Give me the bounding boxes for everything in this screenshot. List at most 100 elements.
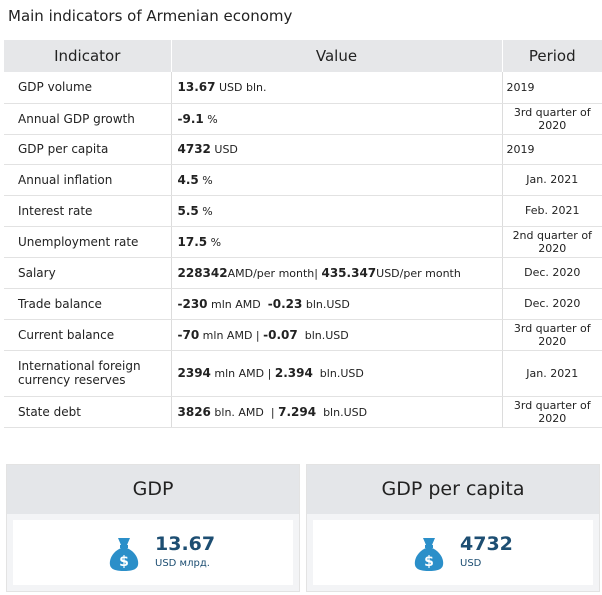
value-primary: 5.5: [177, 203, 199, 218]
value-secondary-unit: bln.USD: [316, 405, 368, 419]
value-primary-unit: mln AMD: [210, 367, 265, 380]
indicator-period: Dec. 2020: [502, 257, 602, 289]
indicator-period: 3rd quarter of 2020: [502, 103, 602, 135]
page-title: Main indicators of Armenian economy: [8, 7, 293, 25]
indicator-name: Annual GDP growth: [4, 103, 172, 135]
indicator-value: 13.67 USD bln.: [171, 72, 503, 104]
indicator-name: Current balance: [4, 319, 172, 351]
indicators-table: Indicator Value Period GDP volume 13.67 U…: [4, 40, 602, 428]
gdp-per-capita-card-title: GDP per capita: [307, 465, 599, 514]
value-primary: -230: [177, 296, 208, 311]
value-primary-unit: mln AMD: [199, 328, 253, 342]
value-primary: 3826: [177, 404, 211, 419]
indicator-value: -230 mln AMD -0.23 bln.USD: [171, 288, 503, 320]
value-primary: -9.1: [177, 111, 204, 126]
gdp-per-capita-value: 4732: [460, 533, 513, 555]
indicator-name: Trade balance: [4, 288, 172, 320]
value-primary-unit: bln. AMD: [210, 405, 264, 419]
table-row: International foreign currency reserves 2…: [4, 350, 602, 397]
table-row: GDP per capita 4732 USD 2019: [4, 134, 602, 165]
indicator-value: 228342AMD/per month| 435.347USD/per mont…: [171, 257, 503, 289]
table-row: State debt 3826 bln. AMD | 7.294 bln.USD 3…: [4, 396, 602, 428]
indicator-value: 4732 USD: [171, 134, 503, 165]
gdp-value: 13.67: [155, 533, 216, 555]
value-primary: 17.5: [177, 234, 208, 249]
gdp-card: GDP $ 13.67 USD млрд.: [6, 464, 300, 592]
value-separator: [261, 298, 268, 311]
value-secondary: -0.07: [263, 327, 298, 342]
money-bag-icon: $: [109, 538, 139, 571]
indicator-period: 3rd quarter of 2020: [502, 319, 602, 351]
value-primary-unit: %: [207, 235, 222, 249]
indicator-period: 2019: [502, 72, 602, 104]
indicator-name: Interest rate: [4, 195, 172, 227]
indicator-period: Feb. 2021: [502, 195, 602, 227]
value-primary-unit: %: [198, 204, 213, 218]
indicator-period: 3rd quarter of 2020: [502, 396, 602, 428]
indicator-period: 2019: [502, 134, 602, 165]
value-secondary: -0.23: [267, 296, 303, 311]
indicator-name: Annual inflation: [4, 164, 172, 196]
table-row: Current balance -70 mln AMD | -0.07 bln.U…: [4, 319, 602, 351]
value-primary: 228342: [177, 265, 228, 280]
indicator-value: -70 mln AMD | -0.07 bln.USD: [171, 319, 503, 351]
value-primary-unit: %: [203, 112, 218, 126]
indicator-value: 4.5 %: [171, 164, 503, 196]
value-separator: |: [263, 405, 279, 419]
table-row: Salary 228342AMD/per month| 435.347USD/pe…: [4, 257, 602, 289]
indicator-name: Unemployment rate: [4, 226, 172, 258]
value-secondary-unit: bln.USD: [297, 328, 349, 342]
svg-text:$: $: [424, 554, 434, 570]
value-secondary-unit: bln.USD: [302, 297, 350, 311]
value-separator: |: [264, 367, 275, 380]
column-header-value[interactable]: Value: [170, 40, 502, 72]
indicator-name: GDP volume: [4, 72, 172, 104]
column-header-period[interactable]: Period: [501, 40, 602, 72]
table-row: Annual inflation 4.5 % Jan. 2021: [4, 164, 602, 196]
value-primary: 2394: [177, 366, 211, 380]
gdp-unit: USD млрд.: [155, 558, 210, 569]
indicator-period: 2nd quarter of 2020: [502, 226, 602, 258]
value-primary: 13.67: [177, 80, 216, 95]
indicator-period: Jan. 2021: [502, 350, 602, 397]
indicator-name: Salary: [4, 257, 172, 289]
column-header-indicator[interactable]: Indicator: [4, 40, 171, 72]
value-primary-unit: USD bln.: [215, 81, 267, 95]
value-secondary: 7.294: [278, 404, 317, 419]
value-primary-unit: mln AMD: [207, 297, 261, 311]
indicator-value: 17.5 %: [171, 226, 503, 258]
indicator-period: Jan. 2021: [502, 164, 602, 196]
gdp-card-title: GDP: [7, 465, 299, 514]
value-separator: |: [314, 266, 322, 280]
value-primary: 4732: [177, 142, 211, 156]
indicator-value: 5.5 %: [171, 195, 503, 227]
table-row: Annual GDP growth -9.1 % 3rd quarter of 20…: [4, 103, 602, 135]
value-primary-unit: AMD/per month: [227, 266, 315, 280]
indicator-period: Dec. 2020: [502, 288, 602, 320]
table-row: Trade balance -230 mln AMD -0.23 bln.USD D…: [4, 288, 602, 320]
table-row: GDP volume 13.67 USD bln. 2019: [4, 72, 602, 104]
value-separator: |: [252, 328, 264, 342]
value-secondary-unit: USD/per month: [376, 266, 461, 280]
value-primary-unit: USD: [210, 143, 238, 156]
svg-text:$: $: [119, 554, 129, 570]
gdp-per-capita-card-body: $ 4732 USD: [313, 520, 593, 585]
value-primary: 4.5: [177, 172, 199, 187]
value-primary-unit: %: [198, 173, 213, 187]
value-primary: -70: [177, 327, 200, 342]
value-secondary: 2.394: [274, 366, 313, 380]
money-bag-icon: $: [414, 538, 444, 571]
value-secondary-unit: bln.USD: [312, 367, 364, 380]
indicator-value: 3826 bln. AMD | 7.294 bln.USD: [171, 396, 503, 428]
value-secondary: 435.347: [321, 265, 377, 280]
table-row: Interest rate 5.5 % Feb. 2021: [4, 195, 602, 227]
indicator-value: 2394 mln AMD | 2.394 bln.USD: [171, 350, 503, 397]
indicator-name: GDP per capita: [4, 134, 172, 165]
gdp-card-body: $ 13.67 USD млрд.: [13, 520, 293, 585]
table-row: Unemployment rate 17.5 % 2nd quarter of 20…: [4, 226, 602, 258]
table-header-row: Indicator Value Period: [4, 40, 602, 72]
indicator-name: State debt: [4, 396, 172, 428]
indicator-value: -9.1 %: [171, 103, 503, 135]
gdp-per-capita-unit: USD: [460, 558, 482, 569]
gdp-per-capita-card: GDP per capita $ 4732 USD: [306, 464, 600, 592]
